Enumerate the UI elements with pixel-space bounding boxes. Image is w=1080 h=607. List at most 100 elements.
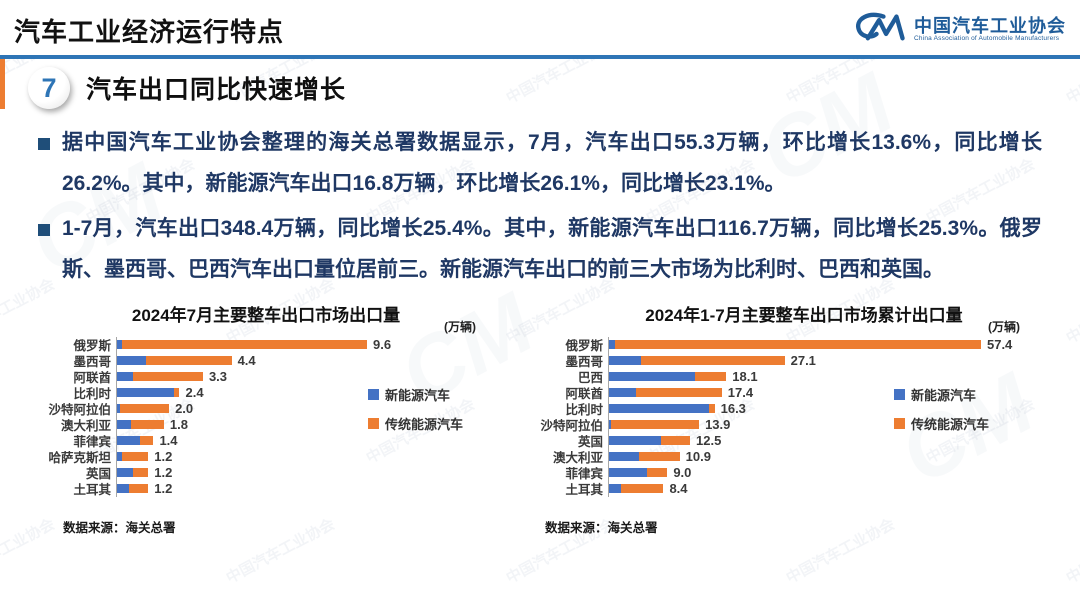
category-label: 澳大利亚 [552,451,603,466]
bar-segment [647,468,668,478]
bullet-square-icon [38,138,50,150]
stacked-bar: 8.4 [609,481,688,497]
stacked-bar: 12.5 [609,433,721,449]
bar-row: 比利时 16.3 [565,401,1080,417]
value-label: 17.4 [727,385,754,401]
value-label: 1.4 [159,433,178,449]
legend-label: 新能源汽车 [385,387,451,403]
bar-segment [615,340,981,350]
bar-segment [128,484,149,494]
stacked-bar: 18.1 [609,369,758,385]
stacked-bar: 9.0 [609,465,691,481]
category-label: 菲律宾 [565,467,603,482]
bar-row: 墨西哥 27.1 [565,353,1080,369]
chart-title: 2024年7月主要整车出口市场出口量 [131,305,401,325]
bar-segment [117,340,123,350]
bar-row: 土耳其 1.2 [73,481,528,497]
legend-item: 传统能源汽车 [368,414,463,433]
bar-row: 土耳其 8.4 [565,481,1080,497]
bar-segment [609,468,648,478]
bar-row: 俄罗斯 57.4 [565,337,1080,353]
bar-row: 英国 1.2 [86,465,528,481]
category-label: 沙特阿拉伯 [48,403,111,418]
stacked-bar: 1.4 [117,433,178,449]
value-label: 57.4 [986,337,1013,353]
bar-segment [117,452,123,462]
stacked-bar: 27.1 [609,353,816,369]
chart-legend: 新能源汽车传统能源汽车 [368,385,463,433]
caam-logo: 中国汽车工业协会 China Association of Automobile… [854,10,1066,49]
category-label: 比利时 [565,403,603,418]
value-label: 1.2 [154,449,173,465]
value-label: 2.4 [185,385,204,401]
bar-segment [119,404,170,414]
bar-segment [117,372,133,382]
bar-row: 沙特阿拉伯 2.0 [48,401,528,417]
chart-title: 2024年1-7月主要整车出口市场累计出口量 [645,305,963,325]
slide-header: 汽车工业经济运行特点 中国汽车工业协会 China Association of… [0,0,1080,55]
value-label: 8.4 [669,481,688,497]
chart-july-export-markets: 2024年7月主要整车出口市场出口量 (万辆) 俄罗斯 9.6 墨西哥 4.4 阿联酋 3… [46,297,528,536]
chart-title-row: 2024年7月主要整车出口市场出口量 (万辆) [46,297,486,334]
category-label: 俄罗斯 [565,339,603,354]
bar-segment [709,404,715,414]
bar-row: 哈萨克斯坦 1.2 [48,449,528,465]
value-label: 1.2 [154,481,173,497]
category-label: 菲律宾 [73,435,111,450]
bar-row: 沙特阿拉伯 13.9 [540,417,1080,433]
legend-swatch-icon [368,388,379,400]
bar-row: 英国 12.5 [578,433,1080,449]
category-label: 俄罗斯 [73,339,111,354]
bar-row: 俄罗斯 9.6 [73,337,528,353]
stacked-bar: 17.4 [609,385,753,401]
bar-row: 菲律宾 9.0 [565,465,1080,481]
bar-segment [122,340,367,350]
legend-swatch-icon [368,417,379,429]
bullet-item: 据中国汽车工业协会整理的海关总署数据显示，7月，汽车出口55.3万辆，环比增长1… [38,123,1042,205]
category-label: 英国 [577,435,603,450]
legend-item: 新能源汽车 [368,385,463,404]
bar-row: 阿联酋 3.3 [73,369,528,385]
stacked-bar: 2.4 [117,385,204,401]
bar-segment [609,372,696,382]
page-title: 汽车工业经济运行特点 [14,17,285,47]
value-label: 3.3 [208,369,228,385]
legend-item: 新能源汽车 [894,385,989,404]
bar-row: 比利时 2.4 [73,385,528,401]
data-source-label: 数据来源：海关总署 [545,520,658,535]
section-header: 7 汽车出口同比快速增长 [28,67,1080,109]
bar-segment [140,436,154,446]
section-number-badge: 7 [28,67,70,109]
category-label: 巴西 [577,371,603,386]
caam-logo-name-cn: 中国汽车工业协会 [914,15,1066,36]
header-divider [0,55,1080,59]
legend-label: 新能源汽车 [911,387,977,403]
legend-swatch-icon [894,417,905,429]
bar-segment [131,420,164,430]
value-label: 2.0 [175,401,194,417]
bar-segment [636,388,722,398]
slide-content: 7 汽车出口同比快速增长 据中国汽车工业协会整理的海关总署数据显示，7月，汽车出… [0,67,1080,536]
category-label: 比利时 [73,387,111,402]
stacked-bar: 16.3 [609,401,746,417]
axis-unit-label: (万辆) [988,319,1020,334]
bar-segment [122,452,149,462]
stacked-bar: 1.2 [117,481,172,497]
bar-row: 阿联酋 17.4 [565,385,1080,401]
value-label: 9.0 [673,465,692,481]
value-label: 13.9 [705,417,731,433]
bar-segment [117,484,129,494]
stacked-bar: 1.2 [117,465,172,481]
bar-segment [609,436,661,446]
caam-logo-name-en: China Association of Automobile Manufact… [914,34,1060,42]
bar-segment [609,356,642,366]
bar-row: 巴西 18.1 [578,369,1080,385]
chart-title-row: 2024年1-7月主要整车出口市场累计出口量 (万辆) [528,297,1080,334]
chart-cumulative-export-markets: 2024年1-7月主要整车出口市场累计出口量 (万辆) 俄罗斯 57.4 墨西哥 27… [528,297,1080,536]
bullet-text-jan-july: 1-7月，汽车出口348.4万辆，同比增长25.4%。其中，新能源汽车出口116… [62,216,1042,281]
category-label: 阿联酋 [73,371,111,386]
bar-segment [695,372,727,382]
category-label: 墨西哥 [565,355,603,370]
legend-label: 传统能源汽车 [385,416,464,432]
